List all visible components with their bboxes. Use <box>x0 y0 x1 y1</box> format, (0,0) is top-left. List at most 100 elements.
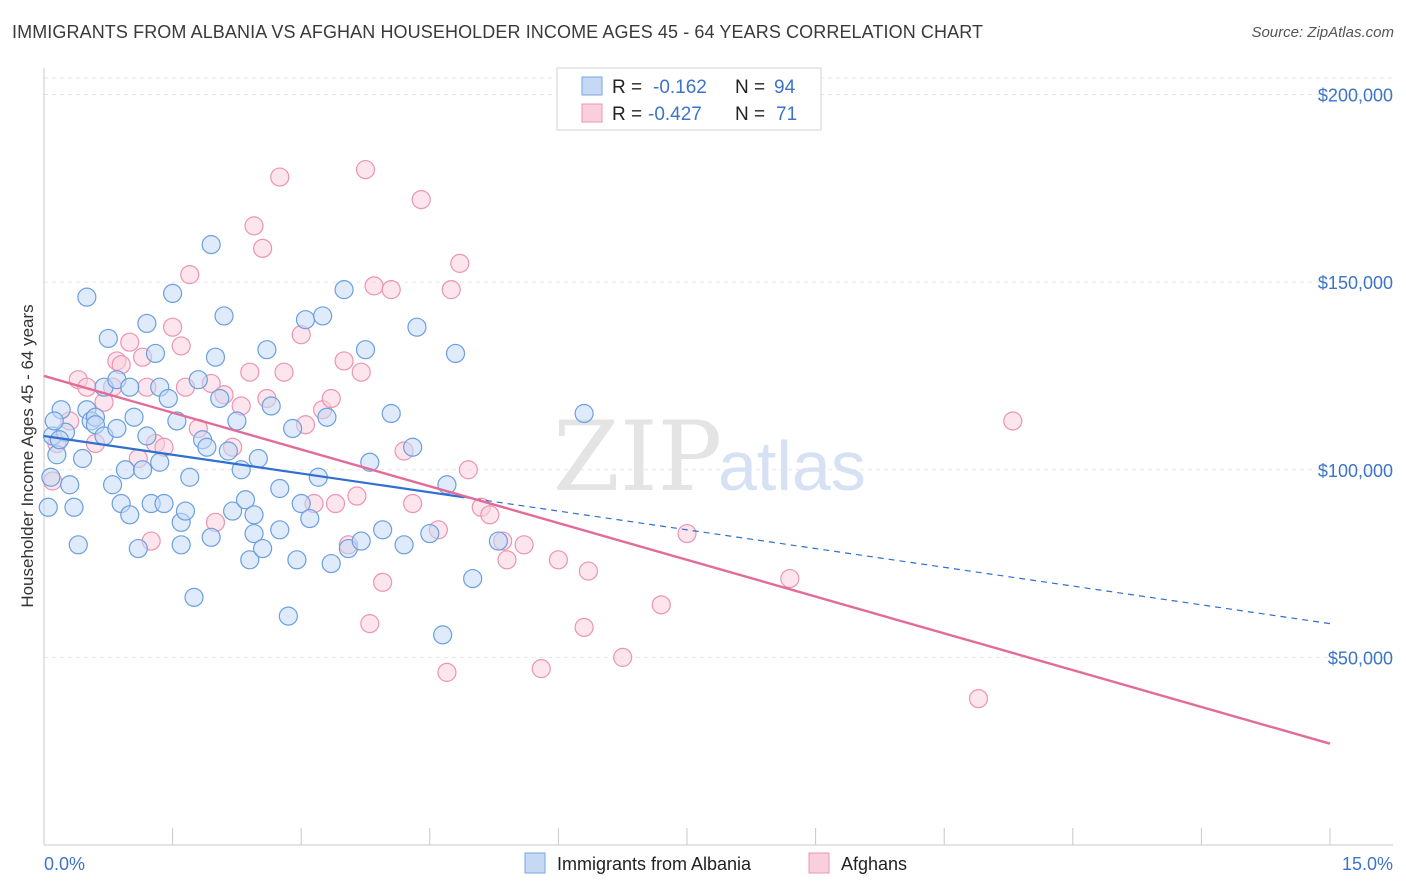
data-point-afghans <box>548 550 569 570</box>
x-ticks <box>43 828 1331 845</box>
data-point-albania <box>313 306 333 326</box>
legend-n-label: N = <box>735 77 765 98</box>
data-point-albania <box>137 313 157 334</box>
data-point-albania <box>373 520 393 540</box>
data-point-albania <box>488 531 508 551</box>
data-point-afghans <box>677 523 697 544</box>
data-point-albania <box>98 328 118 349</box>
data-point-afghans <box>351 362 371 382</box>
legend-swatch-afghans <box>581 103 603 123</box>
data-point-albania <box>197 437 217 457</box>
data-point-albania <box>321 553 341 574</box>
data-point-albania <box>175 501 196 521</box>
watermark: ZIP atlas <box>553 401 866 513</box>
data-point-afghans <box>325 493 346 514</box>
data-point-afghans <box>120 332 140 352</box>
data-point-albania <box>445 343 466 364</box>
series-legend-swatch-afghans <box>808 852 830 874</box>
data-point-afghans <box>364 276 384 296</box>
data-point-albania <box>394 535 414 555</box>
data-point-albania <box>68 535 88 555</box>
data-point-albania <box>64 497 84 517</box>
data-point-albania <box>171 535 191 555</box>
trend-line-albania <box>43 434 465 499</box>
data-point-albania <box>60 475 80 495</box>
series-legend-label-afghans: Afghans <box>841 854 907 874</box>
data-point-afghans <box>347 486 367 506</box>
y-tick-labels: $50,000 $100,000 $150,000 $200,000 <box>1318 86 1393 669</box>
data-point-albania <box>77 287 97 307</box>
chart-source: Source: ZipAtlas.com <box>1251 24 1394 41</box>
data-point-albania <box>287 550 307 570</box>
data-point-albania <box>244 505 264 525</box>
x-tick-label: 0.0% <box>44 854 85 874</box>
data-point-albania <box>261 396 281 416</box>
data-point-albania <box>253 538 273 559</box>
y-tick-label: $200,000 <box>1318 86 1393 106</box>
series-legend-swatch-albania <box>524 852 546 874</box>
data-point-afghans <box>497 550 517 570</box>
data-point-afghans <box>253 238 273 258</box>
data-point-albania <box>128 538 148 559</box>
data-point-albania <box>137 426 157 446</box>
stats-legend-row-afghans: R = -0.427 N = 71 <box>581 103 797 125</box>
data-point-afghans <box>441 280 461 300</box>
y-tick-label: $100,000 <box>1318 461 1393 481</box>
data-point-albania <box>38 497 58 517</box>
data-point-albania <box>120 377 140 397</box>
data-point-afghans <box>381 280 401 300</box>
legend-n-label: N = <box>735 104 765 125</box>
data-point-albania <box>355 340 376 360</box>
data-point-albania <box>574 403 594 424</box>
data-point-afghans <box>180 265 200 285</box>
data-point-afghans <box>411 189 431 210</box>
data-point-albania <box>257 340 277 360</box>
data-point-afghans <box>574 617 594 637</box>
x-tick-labels: 0.0% 15.0% <box>44 854 1393 874</box>
data-point-afghans <box>651 595 671 615</box>
data-point-albania <box>407 317 427 337</box>
stats-legend-row-albania: R = -0.162 N = 94 <box>581 76 796 98</box>
data-point-afghans <box>403 493 423 514</box>
data-points <box>38 159 1023 709</box>
data-point-albania <box>115 460 136 480</box>
data-point-albania <box>291 493 311 514</box>
legend-swatch-albania <box>581 76 603 96</box>
data-point-albania <box>218 441 238 461</box>
data-point-albania <box>235 490 256 510</box>
trend-line-afghans <box>43 374 1331 745</box>
data-point-albania <box>334 280 354 300</box>
data-point-albania <box>145 343 166 364</box>
data-point-albania <box>210 388 230 409</box>
data-point-albania <box>300 508 320 529</box>
data-point-afghans <box>531 659 551 679</box>
data-point-albania <box>381 403 401 424</box>
data-point-albania <box>223 501 243 521</box>
data-point-afghans <box>450 253 470 273</box>
data-point-albania <box>270 478 290 499</box>
data-point-afghans <box>334 351 354 371</box>
data-point-afghans <box>171 336 191 356</box>
series-legend: Immigrants from Albania Afghans <box>524 852 907 874</box>
data-point-albania <box>283 418 303 439</box>
data-point-albania <box>184 587 204 607</box>
data-point-albania <box>278 606 298 626</box>
chart-title: IMMIGRANTS FROM ALBANIA VS AFGHAN HOUSEH… <box>12 22 984 42</box>
legend-r-value-albania: -0.162 <box>653 77 707 98</box>
data-point-albania <box>180 467 200 487</box>
data-point-afghans <box>373 572 393 592</box>
data-point-albania <box>463 568 483 589</box>
data-point-albania <box>188 370 208 390</box>
data-point-albania <box>351 531 371 551</box>
data-point-afghans <box>613 647 633 667</box>
y-axis-label: Householder Income Ages 45 - 64 years <box>18 304 37 607</box>
axes <box>43 68 1393 846</box>
data-point-albania <box>41 467 61 487</box>
data-point-albania <box>107 418 127 439</box>
data-point-albania <box>227 411 247 431</box>
data-point-afghans <box>321 388 341 409</box>
stats-legend: R = -0.162 N = 94 R = -0.427 N = 71 <box>556 67 822 131</box>
data-point-albania <box>124 407 144 427</box>
data-point-afghans <box>780 568 800 589</box>
